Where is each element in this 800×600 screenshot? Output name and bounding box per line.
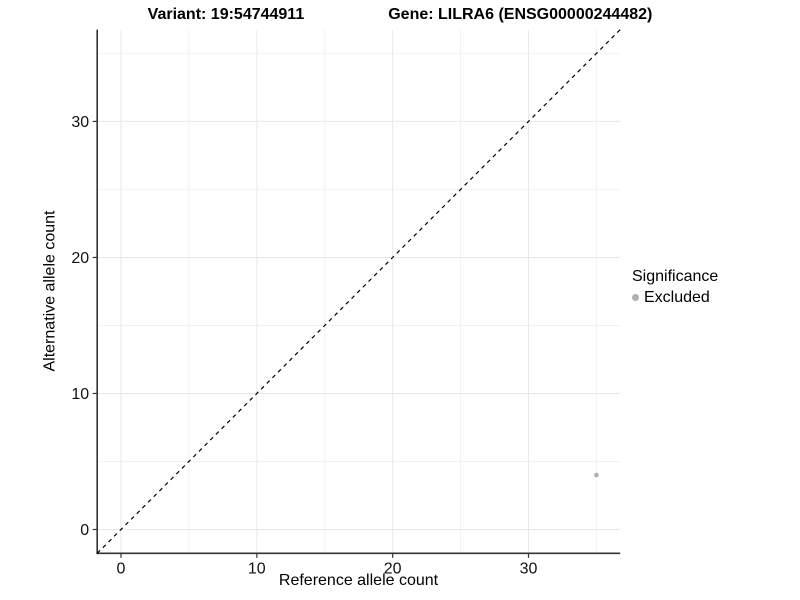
legend-point-icon xyxy=(632,294,639,301)
x-tick-label: 10 xyxy=(248,560,266,577)
data-point xyxy=(594,472,599,478)
x-axis-label: Reference allele count xyxy=(278,572,439,589)
plot-title: Variant: 19:54744911 Gene: LILRA6 (ENSG0… xyxy=(0,5,800,25)
y-axis-label: Alternative allele count xyxy=(41,210,59,372)
x-tick-label: 30 xyxy=(520,560,538,577)
variant-title: Variant: 19:54744911 xyxy=(147,6,305,23)
legend-item-excluded: Excluded xyxy=(632,287,718,308)
identity-reference-line xyxy=(96,29,621,554)
gene-title: Gene: LILRA6 (ENSG00000244482) xyxy=(388,6,653,23)
legend-item-label: Excluded xyxy=(644,289,710,306)
x-tick-label: 0 xyxy=(117,560,126,577)
y-tick-label: 30 xyxy=(71,114,89,131)
y-tick-label: 20 xyxy=(71,250,89,267)
legend: Significance Excluded xyxy=(632,266,718,308)
x-tick-label: 20 xyxy=(384,560,402,577)
y-tick-label: 10 xyxy=(71,386,89,403)
y-tick-label: 0 xyxy=(80,522,89,539)
legend-title: Significance xyxy=(632,268,719,285)
